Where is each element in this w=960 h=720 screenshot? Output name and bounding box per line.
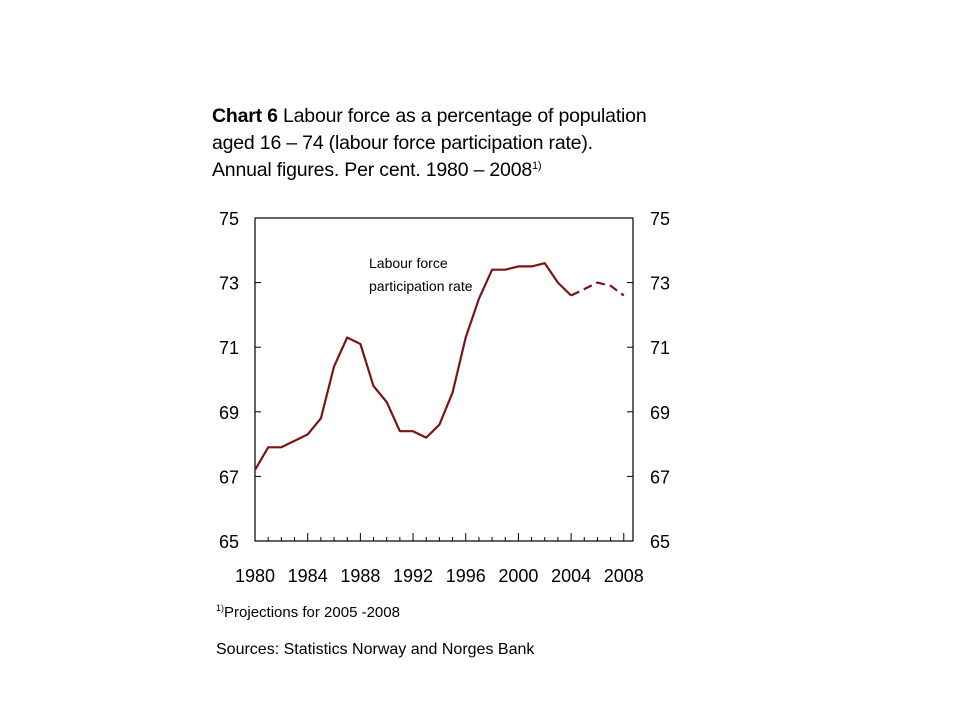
- title-footnote-marker: 1): [532, 160, 542, 172]
- series-group: [254, 262, 625, 471]
- x-axis: 1980 1984 1988 1992 1996 2000 2004 2008: [235, 533, 644, 586]
- title-line-3: Annual figures. Per cent. 1980 – 2008: [212, 159, 532, 181]
- y-tick-label-left: 69: [219, 403, 239, 423]
- y-tick-label-left: 73: [219, 274, 239, 294]
- x-tick-label: 1992: [393, 566, 433, 586]
- x-tick-label: 2004: [551, 566, 591, 586]
- y-tick-label-right: 73: [650, 274, 670, 294]
- y-tick-label-left: 75: [219, 209, 239, 229]
- sources-note: Sources: Statistics Norway and Norges Ba…: [216, 641, 535, 658]
- y-tick-label-right: 71: [650, 338, 670, 358]
- left-y-axis: 65 67 69 71 73 75: [219, 209, 261, 552]
- y-tick-label-left: 67: [219, 467, 239, 487]
- y-tick-label-left: 65: [219, 532, 239, 552]
- y-tick-label-right: 75: [650, 209, 670, 229]
- chart-title: Chart 6 Labour force as a percentage of …: [212, 103, 682, 184]
- x-tick-label: 1984: [288, 566, 328, 586]
- plot-frame: [254, 217, 634, 542]
- footnote-marker: 1): [216, 603, 225, 613]
- x-tick-label: 2008: [604, 566, 644, 586]
- annotation-line-1: Labour force: [369, 255, 448, 271]
- x-tick-label: 1996: [446, 566, 486, 586]
- footnote-text: Projections for 2005 -2008: [224, 604, 400, 621]
- annotation-line-2: participation rate: [369, 278, 473, 294]
- right-y-axis: 65 67 69 71 73 75: [627, 209, 670, 552]
- x-tick-label: 1988: [340, 566, 380, 586]
- y-tick-label-right: 65: [650, 532, 670, 552]
- x-tick-label: 2000: [498, 566, 538, 586]
- x-tick-label: 1980: [235, 566, 275, 586]
- footnote: 1)Projections for 2005 -2008: [216, 603, 400, 622]
- series-line-historical: [254, 262, 572, 471]
- y-tick-label-right: 69: [650, 403, 670, 423]
- y-tick-label-right: 67: [650, 467, 670, 487]
- chart-number: Chart 6: [212, 105, 278, 127]
- title-line-2: aged 16 – 74 (labour force participation…: [212, 132, 593, 154]
- y-tick-label-left: 71: [219, 338, 239, 358]
- series-line-projection: [570, 281, 625, 297]
- title-line-1: Labour force as a percentage of populati…: [283, 105, 647, 127]
